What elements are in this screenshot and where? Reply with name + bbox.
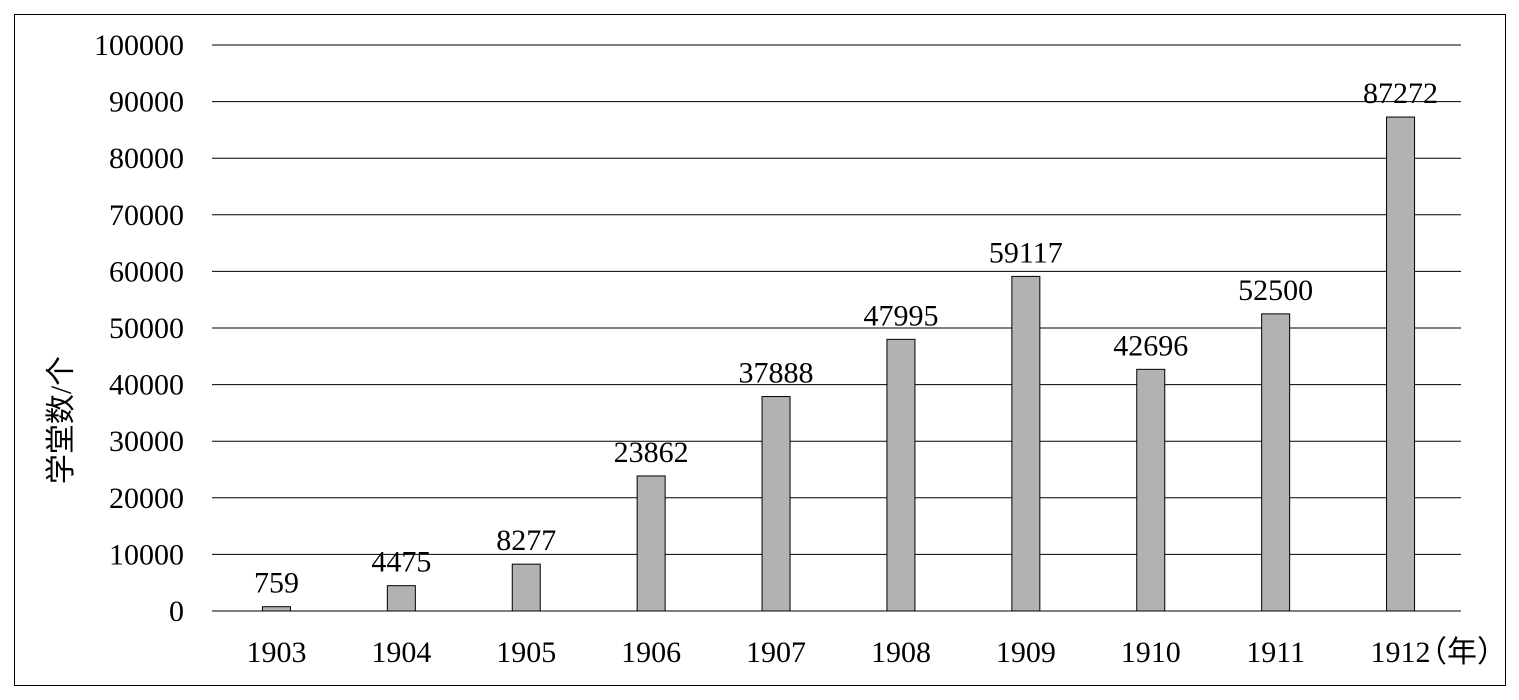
y-tick-label: 20000 [109,482,184,515]
y-tick-label: 0 [169,595,184,628]
bar-1908 [886,338,916,612]
x-tick-label-1905: 1905 [496,636,556,669]
data-label-1912: 87272 [1363,77,1438,110]
bar-1912 [1386,116,1416,612]
bar-1905 [511,563,541,612]
gridlines [212,44,1461,612]
data-label-1911: 52500 [1238,274,1313,307]
data-label-1903: 759 [254,567,299,600]
y-tick-label: 50000 [109,312,184,345]
x-tick-label-1903: 1903 [246,636,306,669]
data-label-1907: 37888 [739,357,814,390]
data-label-1905: 8277 [496,524,556,557]
data-labels: 759 4475 8277 23862 37888 47995 59117 42696 5250… [254,77,1438,600]
x-tick-label-1904: 1904 [371,636,431,669]
y-axis-title: 学堂数/个 [45,356,78,484]
x-axis-unit: （年） [1417,636,1507,669]
y-axis-ticks: 0 10000 20000 30000 40000 50000 60000 70000 8000… [94,29,184,628]
y-tick-label: 40000 [109,369,184,402]
chart-frame [14,14,1506,686]
x-axis-ticks: 1903 1904 1905 1906 1907 1908 1909 1910 1911 1912 [246,636,1430,669]
x-tick-label-1906: 1906 [621,636,681,669]
x-tick-label-1907: 1907 [746,636,806,669]
y-tick-label: 60000 [109,255,184,288]
x-tick-label-1910: 1910 [1121,636,1181,669]
x-tick-label-1909: 1909 [996,636,1056,669]
x-tick-label-1908: 1908 [871,636,931,669]
bar-1911 [1261,313,1291,612]
data-label-1908: 47995 [863,299,938,332]
data-label-1910: 42696 [1113,329,1188,362]
bar-1910 [1136,368,1166,612]
data-label-1909: 59117 [989,236,1063,269]
bar-1904 [386,585,416,612]
y-tick-label: 90000 [109,86,184,119]
y-tick-label: 80000 [109,142,184,175]
x-tick-label-1912: 1912 [1371,636,1431,669]
bar-1906 [636,475,666,612]
y-tick-label: 10000 [109,538,184,571]
x-tick-label-1911: 1911 [1246,636,1305,669]
y-tick-label: 100000 [94,29,184,62]
bars [261,116,1416,612]
data-label-1906: 23862 [614,436,689,469]
bar-1907 [761,396,791,612]
bar-1903 [261,606,291,612]
bar-1909 [1011,275,1041,612]
y-tick-label: 30000 [109,425,184,458]
data-label-1904: 4475 [371,546,431,579]
y-tick-label: 70000 [109,199,184,232]
